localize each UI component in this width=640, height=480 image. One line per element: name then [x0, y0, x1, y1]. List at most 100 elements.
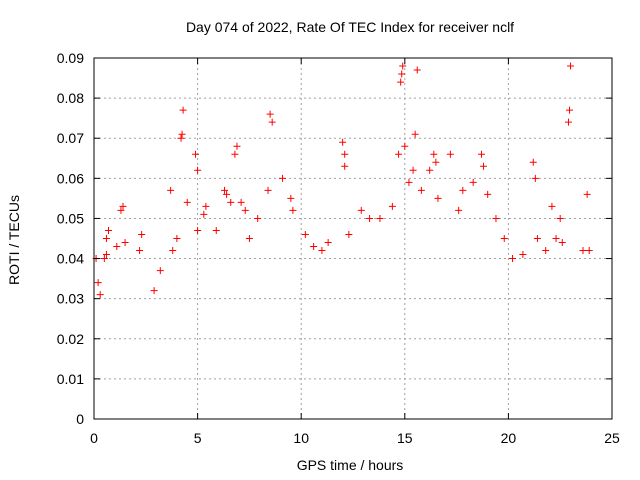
data-point [469, 178, 477, 186]
data-point [194, 226, 202, 234]
data-point [200, 210, 208, 218]
data-point [397, 78, 405, 86]
data-point [138, 230, 146, 238]
data-point [241, 206, 249, 214]
data-point [301, 230, 309, 238]
data-point [212, 226, 220, 234]
y-tick-label: 0.02 [57, 331, 84, 347]
data-point [411, 130, 419, 138]
data-point [388, 202, 396, 210]
y-tick-label: 0.03 [57, 291, 84, 307]
data-point [102, 235, 110, 242]
data-point [399, 62, 407, 70]
data-point [477, 150, 485, 158]
data-point [233, 142, 241, 150]
x-tick-label: 10 [293, 430, 309, 446]
data-point [136, 247, 144, 255]
x-tick-label: 15 [397, 430, 413, 446]
data-point [417, 186, 425, 194]
data-point [254, 214, 262, 222]
grid-lines [94, 58, 612, 419]
data-point [264, 186, 272, 194]
data-point [405, 178, 413, 186]
data-point [583, 190, 591, 198]
data-point [100, 255, 108, 263]
data-point [430, 150, 438, 158]
data-point [556, 214, 564, 222]
x-axis-ticks: 0 5 10 15 20 25 [90, 58, 620, 446]
y-tick-label: 0.05 [57, 210, 84, 226]
data-point [548, 202, 556, 210]
data-point [533, 235, 541, 242]
y-tick-label: 0.01 [57, 371, 84, 387]
plot-frame [93, 57, 613, 420]
y-tick-label: 0.04 [57, 251, 84, 267]
data-points [92, 62, 593, 299]
data-point [567, 62, 575, 70]
data-point [237, 198, 245, 206]
data-point [179, 106, 187, 114]
x-tick-label: 5 [194, 430, 202, 446]
x-tick-label: 20 [501, 430, 517, 446]
data-point [341, 162, 349, 170]
data-point [579, 247, 587, 255]
data-point [529, 158, 537, 166]
data-point [558, 239, 566, 247]
data-point [119, 202, 127, 210]
data-point [279, 174, 287, 182]
chart-title: Day 074 of 2022, Rate Of TEC Index for r… [186, 19, 514, 35]
data-point [480, 162, 488, 170]
y-tick-label: 0.06 [57, 170, 84, 186]
x-tick-label: 0 [90, 430, 98, 446]
data-point [221, 186, 229, 194]
data-point [289, 206, 297, 214]
data-point [96, 291, 104, 299]
data-point [446, 150, 454, 158]
data-point [156, 267, 164, 275]
data-point [564, 118, 572, 126]
data-point [395, 150, 403, 158]
data-point [227, 198, 235, 206]
data-point [121, 239, 129, 247]
y-tick-label: 0.08 [57, 90, 84, 106]
data-point [345, 230, 353, 238]
data-point [376, 214, 384, 222]
data-point [566, 106, 574, 114]
y-axis-label: ROTI / TECUs [6, 195, 22, 285]
data-point [509, 255, 517, 263]
data-point [409, 166, 417, 174]
y-tick-label: 0.09 [57, 50, 84, 66]
data-point [401, 142, 409, 150]
data-point [455, 206, 463, 214]
data-point [500, 235, 508, 242]
data-point [268, 118, 276, 126]
data-point [202, 202, 210, 210]
data-point [341, 150, 349, 158]
data-point [492, 214, 500, 222]
y-tick-label: 0 [76, 411, 84, 427]
data-point [173, 235, 181, 242]
data-point [102, 251, 110, 259]
data-point [434, 194, 442, 202]
data-point [552, 235, 560, 242]
data-point [357, 206, 365, 214]
data-point [531, 174, 539, 182]
data-point [223, 190, 231, 198]
data-point [117, 206, 125, 214]
data-point [310, 243, 318, 251]
data-point [231, 150, 239, 158]
x-axis-label: GPS time / hours [297, 457, 404, 473]
data-point [169, 247, 177, 255]
data-point [183, 198, 191, 206]
data-point [398, 70, 406, 78]
data-point [178, 130, 186, 138]
data-point [585, 247, 593, 255]
data-point [413, 66, 421, 74]
data-point [105, 226, 113, 234]
y-tick-label: 0.07 [57, 130, 84, 146]
data-point [113, 243, 121, 251]
data-point [432, 158, 440, 166]
data-point [318, 247, 326, 255]
data-point [245, 235, 253, 242]
data-point [177, 134, 185, 142]
